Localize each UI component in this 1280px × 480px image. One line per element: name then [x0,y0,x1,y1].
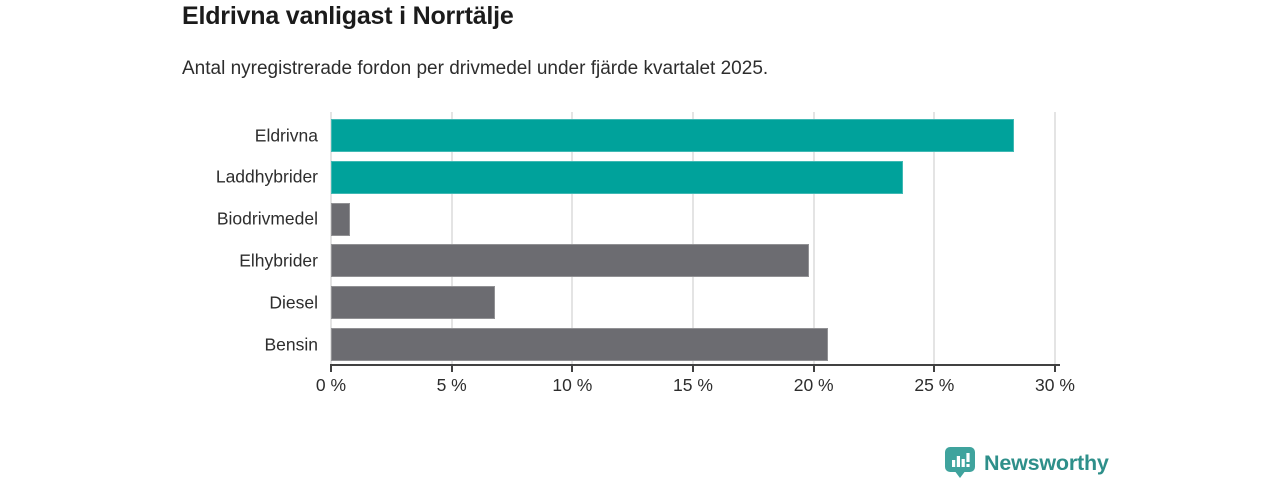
x-axis-tick-10 [571,364,574,372]
bar-row-eldrivna: Eldrivna [255,119,1055,152]
x-axis-tick-label-5: 5 % [436,375,467,395]
gridline-25 [933,112,936,364]
category-label-bensin: Bensin [264,334,318,354]
x-axis-tick-label-15: 15 % [673,375,713,395]
x-axis-tick-label-0: 0 % [315,375,347,395]
bar-glyph-2 [956,456,960,467]
x-axis-tick-30 [1054,364,1056,372]
gridline-5 [450,112,453,364]
exclamation-dot-glyph [966,464,970,467]
chart-subtitle: Antal nyregistrerade fordon per drivmede… [182,58,769,79]
x-axis-tick-label-10: 10 % [552,375,593,395]
category-label-diesel: Diesel [269,292,318,313]
x-axis-tick-0 [330,364,332,372]
bar-row-biodrivmedel: Biodrivmedel [217,202,1055,236]
x-axis-line [330,364,1060,366]
x-axis-tick-label-25: 25 % [914,375,955,395]
category-label-biodrivmedel: Biodrivmedel [216,208,318,229]
exclamation-line-glyph [966,453,970,462]
bar-chart-plot: Eldrivna Laddhybrider Biodrivmedel Elhybrid… [216,112,1075,412]
bar-elhybrider [331,244,809,278]
bar-laddhybrider [331,160,903,194]
bar-eldrivna [331,119,1014,152]
bar-glyph-1 [952,460,956,467]
category-label-elhybrider: Elhybrider [239,250,318,271]
newsworthy-chart-bubble-icon [945,447,975,478]
bar-row-bensin: Bensin [264,328,1055,361]
x-axis-tick-20 [812,364,815,372]
gridline-20 [812,112,815,364]
bar-glyph-3 [961,459,965,467]
bar-biodrivmedel [331,202,351,236]
gridline-0 [330,112,332,364]
newsworthy-logo: Newsworthy [944,446,1109,480]
bar-row-elhybrider: Elhybrider [239,244,1055,278]
bar-bensin [331,328,829,361]
x-axis-tick-25 [933,364,936,372]
gridline-30 [1054,112,1056,364]
gridline-15 [692,112,694,364]
chart-title: Eldrivna vanligast i Norrtälje [182,2,514,30]
bar-row-diesel: Diesel [269,286,1055,320]
x-axis-tick-label-20: 20 % [793,375,834,395]
x-axis-tick-15 [692,364,694,372]
category-label-laddhybrider: Laddhybrider [215,166,318,187]
x-axis-tick-5 [450,364,453,372]
bar-row-laddhybrider: Laddhybrider [216,160,1055,194]
x-axis-tick-label-30: 30 % [1035,375,1075,395]
newsworthy-wordmark: Newsworthy [984,450,1109,475]
category-label-eldrivna: Eldrivna [254,125,318,145]
gridline-10 [571,112,574,364]
bar-diesel [331,286,496,320]
